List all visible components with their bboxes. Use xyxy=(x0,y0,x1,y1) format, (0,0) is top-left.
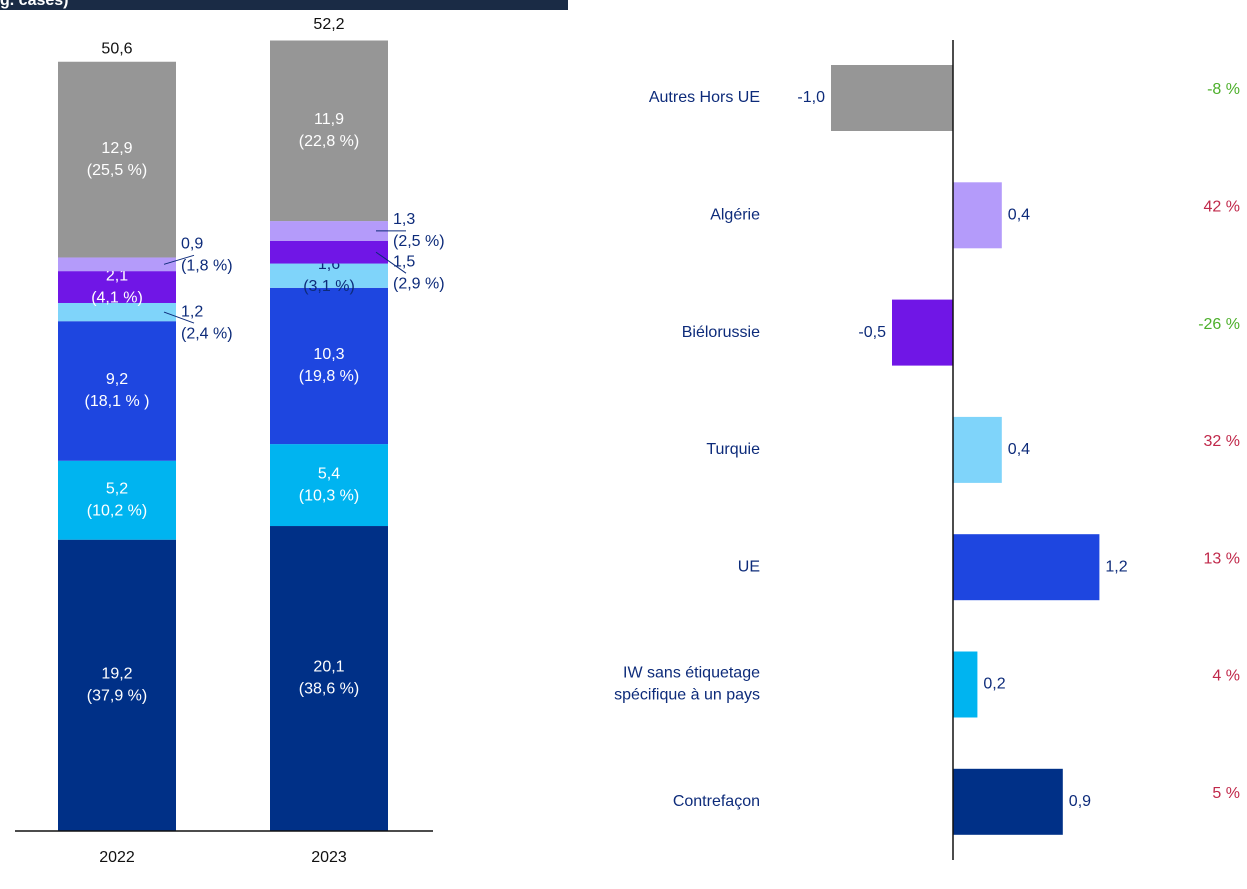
value-label: 0,9 xyxy=(1069,793,1091,810)
leader-line xyxy=(163,311,195,324)
bar-segment xyxy=(58,271,176,303)
category-label: Biélorussie xyxy=(682,324,760,341)
value-label: 5,2 xyxy=(106,480,128,497)
value-label: -0,5 xyxy=(858,324,886,341)
bar-segment xyxy=(270,526,388,831)
total-label: 50,6 xyxy=(101,40,132,57)
share-label: (2,9 %) xyxy=(393,275,445,292)
bar-segment xyxy=(58,321,176,461)
value-label: 0,4 xyxy=(1008,207,1030,224)
value-label: 9,2 xyxy=(106,371,128,388)
share-label: (38,6 %) xyxy=(299,681,359,698)
bar-segment xyxy=(270,40,388,222)
category-label: UE xyxy=(738,558,760,575)
header-bar xyxy=(0,0,568,10)
share-label: (25,5 %) xyxy=(87,162,147,179)
bar-segment xyxy=(58,302,176,322)
share-label: (2,5 %) xyxy=(393,233,445,250)
bar xyxy=(953,416,1002,483)
bar-segment xyxy=(270,240,388,264)
value-label: 1,2 xyxy=(1105,558,1127,575)
total-label: 52,2 xyxy=(313,16,344,33)
bar-segment xyxy=(58,61,176,258)
leader-line xyxy=(163,254,195,265)
bar-segment xyxy=(58,539,176,831)
bar-segment xyxy=(270,444,388,527)
share-label: (10,3 %) xyxy=(299,487,359,504)
bar xyxy=(831,65,953,131)
share-label: (18,1 % ) xyxy=(85,393,150,410)
bar-segment xyxy=(58,257,176,272)
value-label: 5,4 xyxy=(318,465,340,482)
value-label: 2,1 xyxy=(106,267,128,284)
value-label: 19,2 xyxy=(101,666,132,683)
share-label: (19,8 %) xyxy=(299,368,359,385)
change-label: 42 % xyxy=(1204,199,1240,216)
value-label: 20,1 xyxy=(313,659,344,676)
bar-segment xyxy=(58,460,176,540)
share-label: (4,1 %) xyxy=(91,289,143,306)
change-label: 5 % xyxy=(1212,785,1240,802)
value-label: 0,4 xyxy=(1008,441,1030,458)
bar-segment xyxy=(270,287,388,445)
bar xyxy=(953,651,978,718)
bar xyxy=(953,768,1063,835)
value-label: 0,2 xyxy=(983,676,1005,693)
share-label: (2,4 %) xyxy=(181,325,233,342)
value-label: 1,3 xyxy=(393,211,415,228)
category-label: Autres Hors UE xyxy=(649,89,760,106)
bar xyxy=(953,182,1002,249)
chart-title: g. cases) xyxy=(0,0,68,9)
change-label: -8 % xyxy=(1207,81,1240,98)
leader-line xyxy=(375,251,407,274)
share-label: (10,2 %) xyxy=(87,502,147,519)
value-label: -1,0 xyxy=(797,89,825,106)
value-label: 10,3 xyxy=(313,346,344,363)
category-label: Contrefaçon xyxy=(673,793,760,810)
change-label: -26 % xyxy=(1198,316,1240,333)
bar xyxy=(953,534,1100,601)
share-label: (1,8 %) xyxy=(181,258,233,275)
change-label: 4 % xyxy=(1212,668,1240,685)
value-label: 1,5 xyxy=(393,253,415,270)
share-label: (37,9 %) xyxy=(87,688,147,705)
bar xyxy=(892,299,953,366)
share-label: (3,1 %) xyxy=(303,278,355,295)
bar-segment xyxy=(270,263,388,288)
x-tick-label: 2023 xyxy=(311,849,347,866)
bar-segment xyxy=(270,221,388,241)
value-label: 0,9 xyxy=(181,236,203,253)
category-label: IW sans étiquetage spécifique à un pays xyxy=(614,665,760,704)
value-label: 1,2 xyxy=(181,303,203,320)
value-label: 12,9 xyxy=(101,140,132,157)
share-label: (22,8 %) xyxy=(299,133,359,150)
x-tick-label: 2022 xyxy=(99,849,135,866)
category-label: Algérie xyxy=(710,207,760,224)
change-label: 13 % xyxy=(1204,550,1240,567)
change-label: 32 % xyxy=(1204,433,1240,450)
category-label: Turquie xyxy=(706,441,760,458)
value-label: 11,9 xyxy=(314,111,344,128)
